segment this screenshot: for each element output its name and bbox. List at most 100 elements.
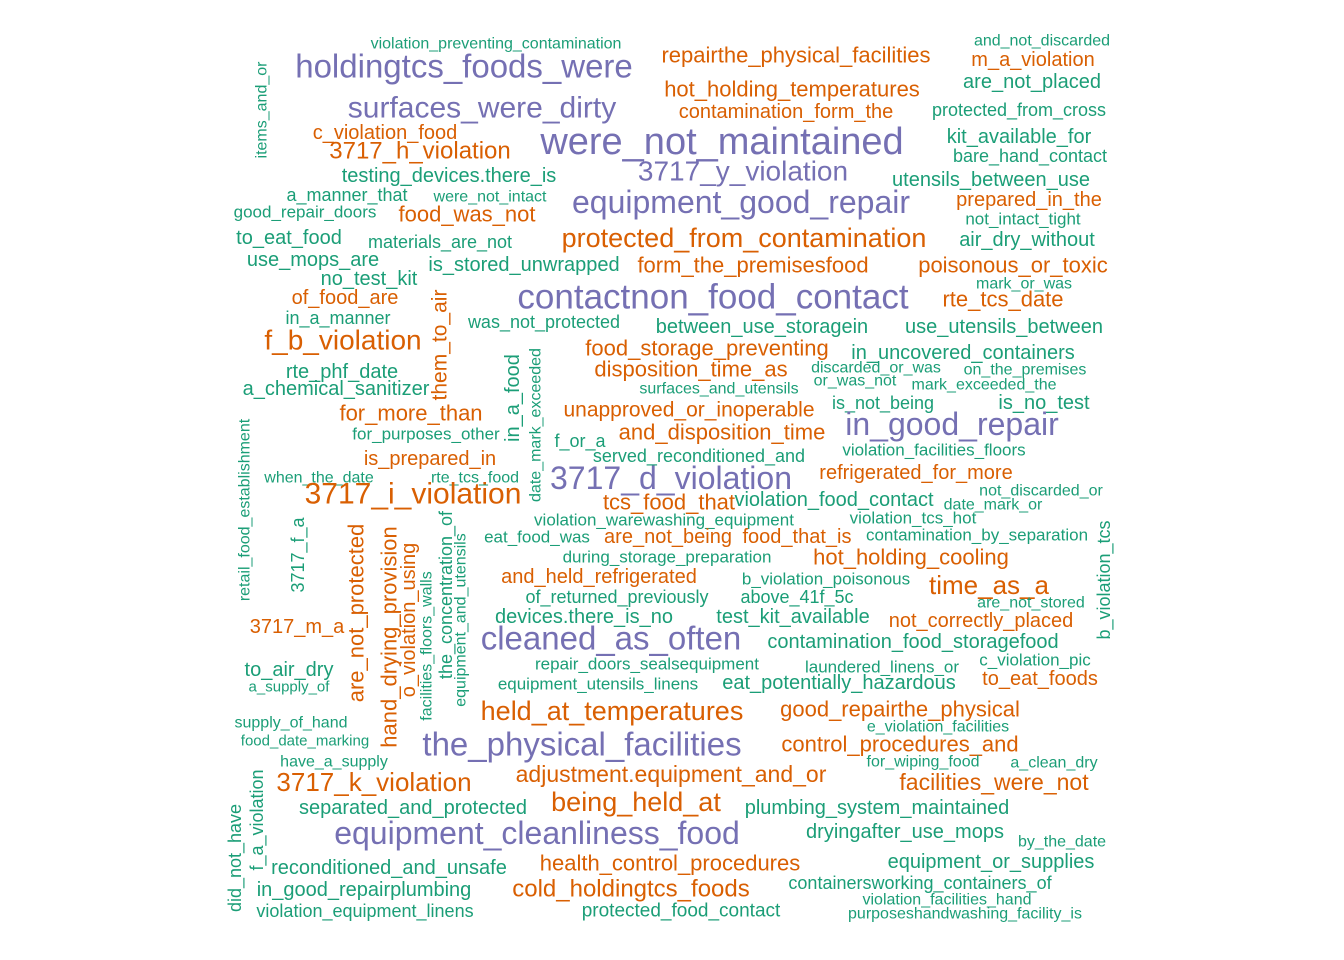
word-on-the-premises: on_the_premises <box>964 362 1087 379</box>
word-did-not-have: did_not_have <box>225 804 246 912</box>
word-food-that-is: food_that_is <box>743 526 852 548</box>
word-materials-are-not: materials_are_not <box>368 232 512 253</box>
word-for-more-than: for_more_than <box>339 401 482 426</box>
word-mark-exceeded-the: mark_exceeded_the <box>912 377 1057 394</box>
word-to-air-dry: to_air_dry <box>245 659 334 681</box>
word-eat-food-was: eat_food_was <box>484 528 590 547</box>
word-are-not-stored: are_not_stored <box>977 595 1085 612</box>
word-reconditioned-and-unsafe: reconditioned_and_unsafe <box>271 857 507 879</box>
word-is-prepared-in: is_prepared_in <box>364 448 496 470</box>
word-hot-holding-temperatures: hot_holding_temperatures <box>664 77 920 102</box>
word-above-41f-5c: above_41f_5c <box>740 587 853 608</box>
word-discarded-or-was: discarded_or_was <box>811 360 941 377</box>
word-violation-preventing-contamination: violation_preventing_contamination <box>371 36 622 53</box>
word-3717-k-violation: 3717_k_violation <box>276 767 471 797</box>
word-a-supply-of: a_supply_of <box>249 679 331 696</box>
word-not-discarded-or: not_discarded_or <box>979 483 1103 500</box>
word-of-food-are: of_food_are <box>292 287 399 309</box>
word-bare-hand-contact: bare_hand_contact <box>953 146 1107 167</box>
word-and-not-discarded: and_not_discarded <box>974 33 1110 50</box>
word-utensils-between-use: utensils_between_use <box>892 169 1090 191</box>
word-protected-food-contact: protected_food_contact <box>582 901 781 922</box>
word-hot-holding-cooling: hot_holding_cooling <box>813 545 1009 570</box>
word-plumbing-system-maintained: plumbing_system_maintained <box>745 797 1010 819</box>
word-laundered-linens-or: laundered_linens_or <box>805 658 959 677</box>
word-retail-food-establishment: retail_food_establishment <box>237 418 254 601</box>
word-in-uncovered-containers: in_uncovered_containers <box>851 342 1075 364</box>
word-in-a-manner: in_a_manner <box>285 308 390 329</box>
word-separated-and-protected: separated_and_protected <box>299 797 527 819</box>
word-adjustment-equipment-and-or: adjustment.equipment_and_or <box>516 761 827 787</box>
word-between-use-storagein: between_use_storagein <box>656 316 868 338</box>
word-f-or-a: f_or_a <box>554 431 606 452</box>
word-3717-i-violation: 3717_i_violation <box>305 478 522 511</box>
word-the-concentration-of: the_concentration_of <box>436 510 457 679</box>
word-kit-available-for: kit_available_for <box>947 126 1092 148</box>
word-supply-of-hand: supply_of_hand <box>235 715 348 732</box>
word-the-physical-facilities: the_physical_facilities <box>422 726 741 763</box>
word-m-a-violation: m_a_violation <box>971 49 1094 71</box>
word-contamination-form-the: contamination_form_the <box>679 101 894 123</box>
word-equipment-and-utensils: equipment_and_utensils <box>453 533 470 706</box>
word-b-violation-poisonous: b_violation_poisonous <box>742 570 910 589</box>
word-violation-facilities-floors: violation_facilities_floors <box>842 441 1025 460</box>
word-a-manner-that: a_manner_that <box>286 185 407 206</box>
word-and-held-refrigerated: and_held_refrigerated <box>501 566 697 588</box>
word-rte-tcs-date: rte_tcs_date <box>942 287 1063 312</box>
word-poisonous-or-toxic: poisonous_or_toxic <box>918 253 1108 278</box>
word-violation-food-contact: violation_food_contact <box>734 489 933 511</box>
word-in-good-repair: in_good_repair <box>845 406 1059 442</box>
word-for-purposes-other: for_purposes_other <box>352 425 500 444</box>
word-mark-or-was: mark_or_was <box>976 276 1072 293</box>
word-were-not-intact: were_not_intact <box>433 189 548 206</box>
word-served-reconditioned-and: served_reconditioned_and <box>593 446 805 467</box>
word-protected-from-cross: protected_from_cross <box>932 100 1106 121</box>
word-unapproved-or-inoperable: unapproved_or_inoperable <box>563 399 814 422</box>
word-o-violation-using: o_violation_using <box>398 543 420 698</box>
word-and-disposition-time: and_disposition_time <box>619 420 826 445</box>
word-to-eat-foods: to_eat_foods <box>982 668 1098 690</box>
word-to-eat-food: to_eat_food <box>236 227 342 249</box>
word-tcs-food-that: tcs_food_that <box>603 490 735 515</box>
word-containersworking-containers-of: containersworking_containers_of <box>788 873 1052 894</box>
word-violation-equipment-linens: violation_equipment_linens <box>256 901 473 922</box>
word-protected-from-contamination: protected_from_contamination <box>562 223 927 253</box>
word-date-mark-or: date_mark_or <box>944 497 1043 514</box>
word-f-a-violation: f_a_violation <box>247 769 268 870</box>
word-surfaces-and-utensils: surfaces_and_utensils <box>639 381 798 398</box>
word-have-a-supply: have_a_supply <box>280 754 388 771</box>
word-repair-doors-sealsequipment: repair_doors_sealsequipment <box>535 655 759 674</box>
word-were-not-maintained: were_not_maintained <box>539 121 903 163</box>
word-are-not-placed: are_not_placed <box>963 71 1101 93</box>
word-in-good-repairplumbing: in_good_repairplumbing <box>257 879 472 901</box>
word-3717-f-a: 3717_f_a <box>288 516 309 592</box>
word-contactnon-food-contact: contactnon_food_contact <box>517 278 908 317</box>
word-control-procedures-and: control_procedures_and <box>781 732 1018 757</box>
word-food-was-not: food_was_not <box>399 202 536 227</box>
word-food-date-marking: food_date_marking <box>241 733 369 750</box>
word-a-clean-dry: a_clean_dry <box>1010 755 1097 772</box>
word-are-not-protected: are_not_protected <box>344 524 369 703</box>
word-f-b-violation: f_b_violation <box>264 325 421 356</box>
word-not-correctly-placed: not_correctly_placed <box>889 610 1074 632</box>
word-being-held-at: being_held_at <box>551 787 721 817</box>
word-violation-tcs-hot: violation_tcs_hot <box>850 509 977 528</box>
word-eat-potentially-hazardous: eat_potentially_hazardous <box>722 672 956 694</box>
word-3717-m-a: 3717_m_a <box>250 616 345 638</box>
word-is-not-being: is_not_being <box>832 393 934 414</box>
word-use-mops-are: use_mops_are <box>247 249 379 271</box>
word-equipment-or-supplies: equipment_or_supplies <box>888 851 1095 873</box>
word-test-kit-available: test_kit_available <box>716 606 869 628</box>
word-was-not-protected: was_not_protected <box>467 312 620 333</box>
word-are-not-being: are_not_being <box>604 526 732 548</box>
word-a-chemical-sanitizer: a_chemical_sanitizer <box>243 378 430 400</box>
word-of-returned-previously: of_returned_previously <box>525 587 708 608</box>
word-good-repairthe-physical: good_repairthe_physical <box>780 697 1020 722</box>
word-or-was-not: or_was_not <box>814 373 897 390</box>
word-during-storage-preparation: during_storage_preparation <box>563 548 772 567</box>
word-c-violation-food: c_violation_food <box>313 122 458 144</box>
word-food-storage-preventing: food_storage_preventing <box>585 336 828 361</box>
word-violation-facilities-hand: violation_facilities_hand <box>863 892 1032 909</box>
word-equipment-utensils-linens: equipment_utensils_linens <box>498 675 698 694</box>
word-form-the-premisesfood: form_the_premisesfood <box>637 253 868 278</box>
